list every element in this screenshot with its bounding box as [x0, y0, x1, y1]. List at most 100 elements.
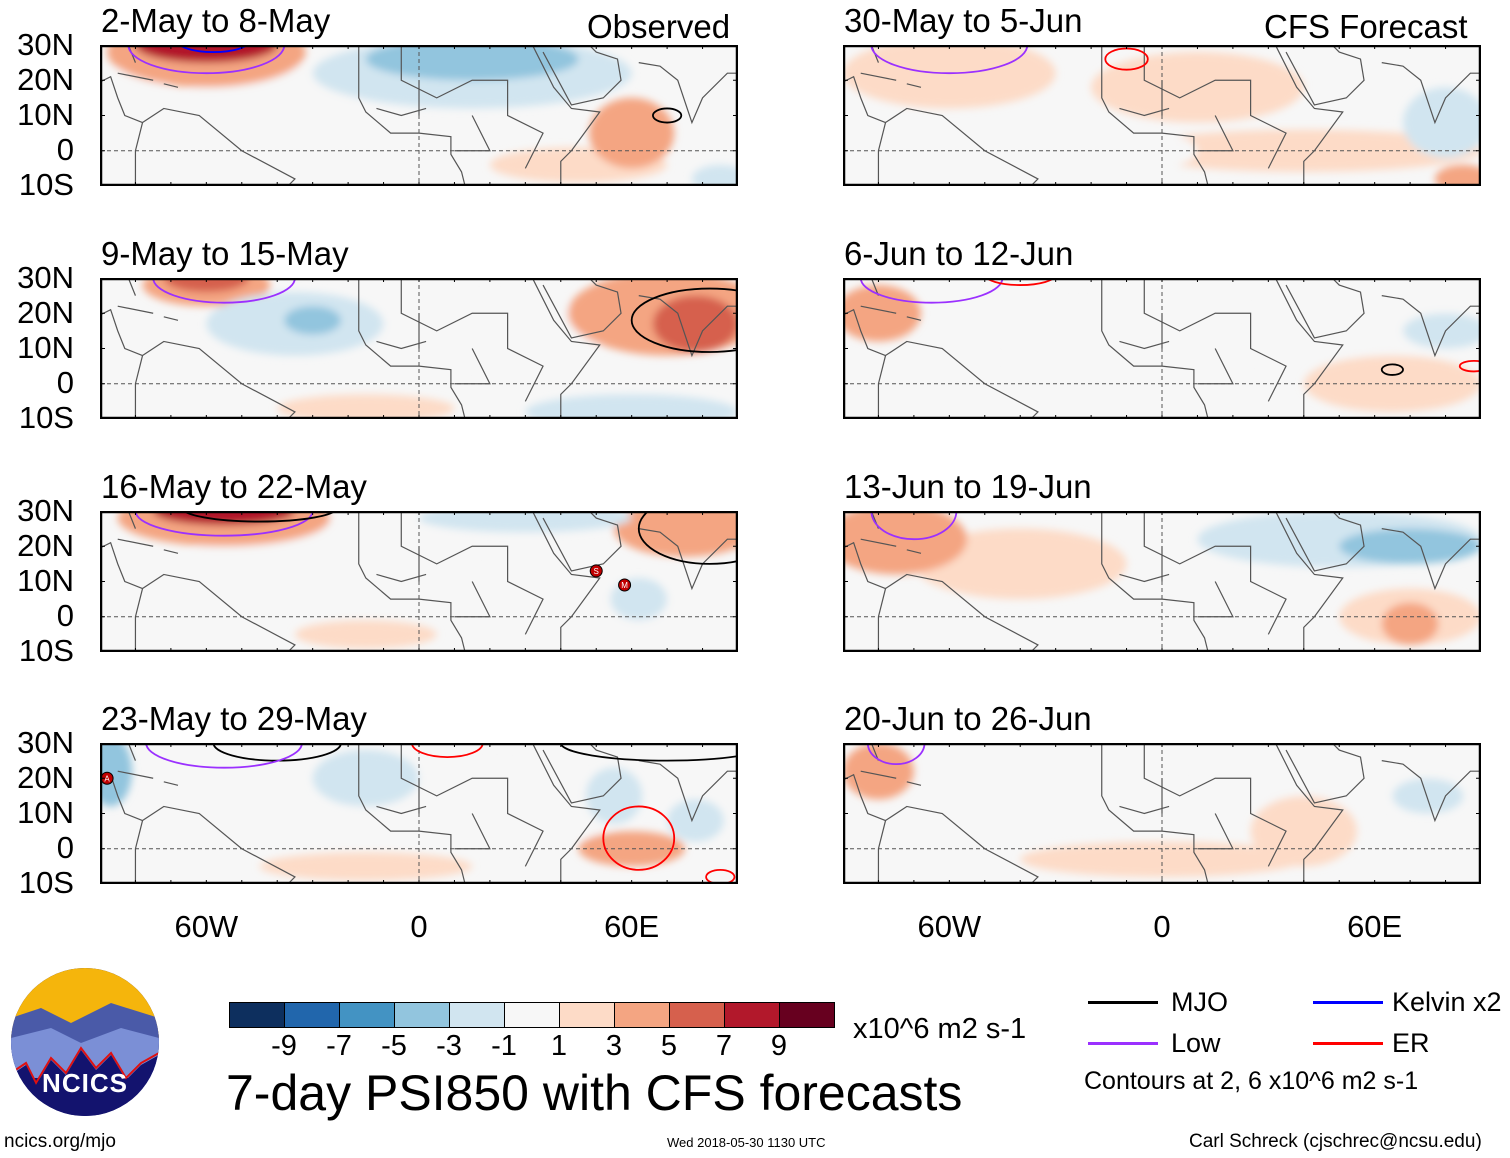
- coastline: [163, 83, 179, 88]
- coastline: [839, 75, 886, 124]
- map-panel: A: [89, 717, 775, 886]
- panel-title: 20-Jun to 26-Jun: [844, 700, 1092, 738]
- map-panel: [825, 481, 1485, 653]
- coastline: [117, 72, 154, 81]
- anomaly-region: [613, 500, 756, 557]
- lat-label: 0: [56, 597, 74, 633]
- coastline: [376, 573, 427, 582]
- map-frame: [842, 277, 1482, 420]
- coastline: [1381, 294, 1485, 358]
- coastline: [542, 44, 622, 106]
- lat-label: 10S: [18, 167, 74, 202]
- mjo-contour: [652, 107, 683, 124]
- lat-label: 0: [56, 132, 74, 167]
- anomaly-region: [1126, 129, 1481, 172]
- anomaly-region: [284, 305, 342, 335]
- coastline: [877, 806, 1039, 885]
- anomaly-region: [825, 503, 968, 575]
- map-panel: [835, 252, 1499, 420]
- map-frame: [99, 510, 739, 652]
- coastline: [117, 305, 154, 314]
- lon-label: 60W: [917, 909, 982, 944]
- anomaly-region: [312, 750, 419, 807]
- colorbar-swatch: [505, 1003, 560, 1027]
- legend-kelvin-line: [1313, 1001, 1383, 1004]
- anomaly-region: [1339, 528, 1481, 564]
- coastline: [1119, 806, 1170, 815]
- logo-text: NCICS: [42, 1068, 128, 1098]
- coastline: [1285, 44, 1365, 106]
- coastline: [877, 107, 1039, 187]
- colorbar-swatch: [615, 1003, 670, 1027]
- legend-mjo-line: [1088, 1001, 1158, 1004]
- lat-label: 20N: [17, 527, 74, 563]
- coastline: [117, 538, 154, 547]
- lat-label: 20N: [17, 294, 74, 330]
- coastline: [163, 548, 179, 554]
- map-svg: [839, 721, 1485, 885]
- anomaly-region: [578, 831, 685, 867]
- colorbar-swatch: [670, 1003, 725, 1027]
- lat-label: 10N: [17, 329, 74, 365]
- forecast-label: CFS Forecast: [1264, 8, 1468, 45]
- coastline: [134, 806, 296, 885]
- anomaly-region: [1381, 602, 1439, 645]
- lon-label: 60E: [1347, 909, 1403, 944]
- ncics-logo[interactable]: NCICS: [11, 968, 159, 1116]
- lat-label: 30N: [17, 27, 74, 62]
- map-frame: [842, 743, 1482, 885]
- anomaly-region: [843, 743, 914, 800]
- panel-title: 9-May to 15-May: [101, 234, 349, 272]
- coastline: [1285, 742, 1365, 804]
- svg-text:M: M: [621, 581, 628, 590]
- coastline: [1381, 62, 1485, 125]
- coastline: [400, 510, 544, 635]
- colorbar-swatch: [340, 1003, 395, 1027]
- lat-label: 10N: [17, 562, 74, 598]
- lat-label: 20N: [17, 62, 74, 97]
- figure-title: 7-day PSI850 with CFS forecasts: [226, 1065, 963, 1121]
- legend-low-line: [1088, 1042, 1158, 1045]
- map-panel: [839, 15, 1492, 194]
- coastline: [531, 510, 601, 652]
- anomaly-region: [667, 799, 724, 843]
- coastline: [542, 277, 622, 339]
- colorbar-tick-label: 9: [770, 1030, 788, 1062]
- lon-label: 60W: [174, 909, 239, 944]
- coastline: [839, 774, 886, 822]
- coastline: [839, 308, 886, 356]
- anomaly-region: [277, 394, 455, 423]
- coastline: [1101, 277, 1209, 419]
- coastline: [860, 538, 897, 547]
- colorbar-tick-label: -7: [326, 1030, 352, 1062]
- coastline: [1143, 510, 1287, 635]
- coastline: [96, 75, 143, 124]
- svg-text:S: S: [594, 567, 599, 576]
- coastline: [1101, 743, 1209, 885]
- storm-marker-icon[interactable]: S: [589, 564, 603, 578]
- colorbar-tick-label: -1: [491, 1030, 517, 1062]
- coastline: [1119, 107, 1170, 117]
- coastline: [1143, 277, 1287, 402]
- colorbar: [229, 1002, 835, 1028]
- coastline: [376, 107, 427, 117]
- coastline: [1381, 527, 1485, 590]
- map-svg: A: [89, 717, 775, 886]
- map-frame: [842, 510, 1482, 652]
- coastline: [531, 44, 601, 186]
- legend-low: Low: [1171, 1028, 1221, 1058]
- anomaly-region: [1002, 302, 1145, 359]
- legend-kelvin: Kelvin x2: [1392, 987, 1502, 1017]
- anomaly-region: [1091, 52, 1304, 123]
- footer-url[interactable]: ncics.org/mjo: [4, 1131, 116, 1152]
- coastline: [376, 806, 427, 815]
- coastline: [358, 510, 466, 652]
- coastline: [877, 340, 1039, 420]
- map-svg: [839, 15, 1492, 194]
- storm-marker-icon[interactable]: M: [618, 578, 632, 592]
- coastline: [1274, 510, 1344, 652]
- colorbar-swatch: [780, 1003, 834, 1027]
- lat-label: 30N: [17, 725, 74, 761]
- anomaly-region: [913, 528, 1127, 599]
